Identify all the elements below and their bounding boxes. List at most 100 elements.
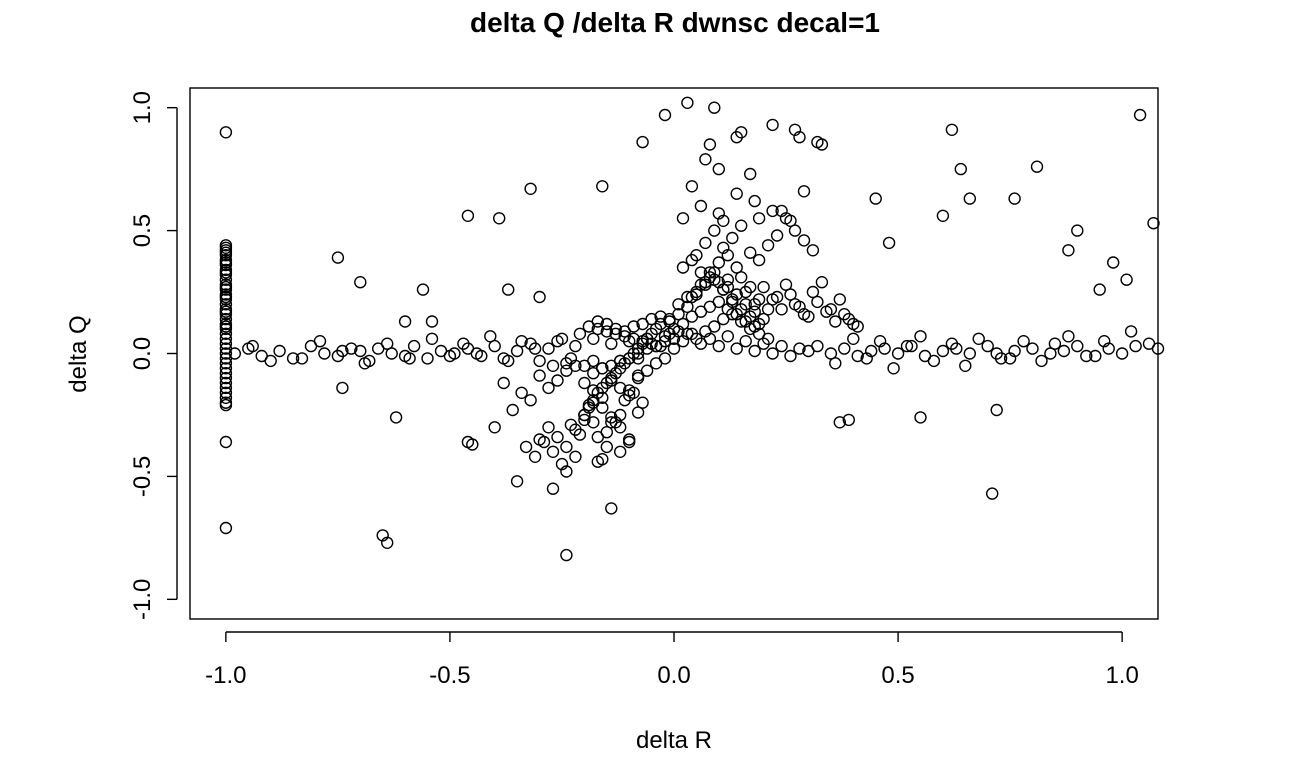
data-point bbox=[730, 187, 743, 200]
data-point bbox=[873, 335, 887, 348]
data-point bbox=[219, 362, 233, 375]
data-point bbox=[797, 185, 811, 198]
data-point bbox=[811, 339, 824, 353]
data-point bbox=[847, 332, 860, 345]
data-point bbox=[587, 354, 600, 368]
data-point bbox=[712, 295, 725, 309]
data-point bbox=[219, 521, 233, 535]
data-point bbox=[815, 276, 829, 289]
y-axis: -1.0 -0.5 0.0 0.5 1.0 bbox=[129, 91, 178, 620]
data-point bbox=[748, 194, 761, 208]
data-point bbox=[510, 344, 524, 358]
data-point bbox=[972, 332, 985, 345]
data-point bbox=[981, 339, 994, 353]
data-point bbox=[690, 248, 703, 262]
data-point bbox=[900, 339, 914, 353]
data-point bbox=[730, 261, 743, 274]
data-point bbox=[1026, 342, 1039, 355]
data-point bbox=[524, 182, 537, 196]
data-point bbox=[936, 344, 950, 358]
data-point bbox=[708, 266, 721, 279]
data-point bbox=[219, 290, 233, 304]
data-point bbox=[573, 327, 587, 340]
data-point bbox=[555, 332, 569, 345]
data-point bbox=[945, 337, 959, 350]
data-point bbox=[614, 381, 627, 395]
data-point bbox=[1093, 283, 1106, 296]
data-point bbox=[515, 386, 528, 399]
data-point bbox=[219, 241, 233, 255]
x-axis-label: delta R bbox=[636, 727, 712, 754]
data-point bbox=[228, 347, 242, 360]
data-point bbox=[614, 408, 627, 422]
data-point bbox=[1080, 349, 1093, 363]
data-point bbox=[318, 347, 331, 360]
data-point bbox=[614, 354, 627, 368]
data-point bbox=[1008, 192, 1021, 205]
data-point bbox=[587, 332, 600, 345]
data-point bbox=[914, 411, 927, 424]
data-point bbox=[936, 209, 950, 223]
data-point bbox=[515, 335, 528, 348]
data-point bbox=[717, 214, 730, 228]
data-point bbox=[631, 406, 645, 419]
data-point bbox=[416, 283, 430, 296]
data-point bbox=[1044, 347, 1057, 360]
data-point bbox=[829, 315, 842, 328]
data-point bbox=[519, 440, 533, 454]
data-point bbox=[627, 320, 640, 333]
x-tick-label: 0.5 bbox=[881, 662, 914, 689]
data-point bbox=[1129, 339, 1142, 353]
data-point bbox=[578, 413, 591, 427]
data-point bbox=[407, 339, 421, 353]
data-point bbox=[775, 303, 788, 316]
data-point bbox=[286, 352, 300, 365]
data-point bbox=[699, 153, 712, 166]
data-point bbox=[219, 386, 233, 399]
data-point bbox=[636, 396, 649, 409]
data-point bbox=[219, 266, 233, 279]
data-point bbox=[797, 308, 811, 321]
data-point bbox=[1048, 337, 1062, 350]
data-point bbox=[1057, 344, 1071, 358]
data-point bbox=[851, 349, 864, 363]
y-axis-label: delta Q bbox=[65, 315, 92, 392]
data-point bbox=[219, 337, 233, 350]
x-tick-label: -1.0 bbox=[205, 662, 246, 689]
data-point bbox=[1035, 354, 1048, 368]
data-point bbox=[295, 352, 309, 365]
data-point bbox=[533, 354, 546, 368]
data-point bbox=[336, 344, 349, 358]
data-point bbox=[990, 403, 1003, 417]
data-point bbox=[806, 285, 820, 299]
data-point bbox=[443, 349, 457, 363]
data-point bbox=[788, 224, 802, 237]
data-point bbox=[703, 266, 717, 279]
y-tick-label: 0.5 bbox=[129, 214, 156, 247]
data-point bbox=[506, 403, 519, 417]
data-point bbox=[425, 332, 439, 345]
data-point bbox=[1115, 347, 1129, 360]
data-point bbox=[739, 298, 752, 311]
data-point bbox=[219, 332, 233, 345]
data-point bbox=[389, 411, 403, 424]
data-point bbox=[640, 364, 654, 377]
data-point bbox=[631, 371, 645, 385]
data-point bbox=[708, 224, 721, 237]
data-points bbox=[219, 96, 1165, 562]
data-point bbox=[730, 342, 743, 355]
data-point bbox=[833, 293, 846, 306]
data-point bbox=[600, 440, 613, 454]
data-point bbox=[618, 330, 631, 343]
data-point bbox=[735, 315, 748, 328]
data-point bbox=[600, 325, 613, 338]
data-point bbox=[1133, 108, 1147, 122]
data-point bbox=[766, 204, 779, 218]
data-point bbox=[685, 180, 699, 193]
data-point bbox=[721, 330, 734, 343]
data-point bbox=[761, 332, 775, 345]
data-point bbox=[811, 295, 824, 309]
data-point bbox=[986, 487, 999, 500]
data-point bbox=[546, 359, 560, 372]
data-point bbox=[331, 251, 345, 264]
